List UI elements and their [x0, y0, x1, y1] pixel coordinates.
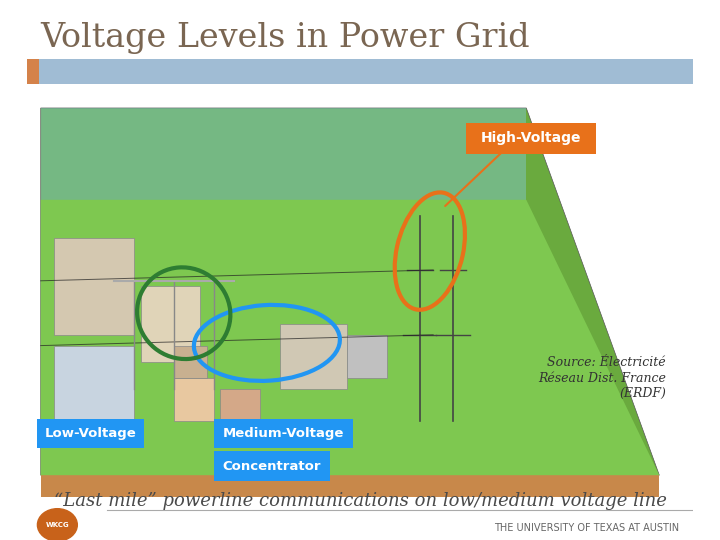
Text: Concentrator: Concentrator: [222, 460, 321, 472]
Text: Source: Électricité
Réseau Dist. France
(ERDF): Source: Électricité Réseau Dist. France …: [538, 356, 666, 400]
Text: THE UNIVERSITY OF TEXAS AT AUSTIN: THE UNIVERSITY OF TEXAS AT AUSTIN: [494, 523, 679, 533]
Polygon shape: [41, 108, 660, 475]
FancyBboxPatch shape: [214, 451, 330, 481]
FancyBboxPatch shape: [467, 123, 596, 154]
FancyBboxPatch shape: [140, 286, 200, 362]
Text: High-Voltage: High-Voltage: [481, 131, 582, 145]
Text: “Last mile” powerline communications on low/medium voltage line: “Last mile” powerline communications on …: [53, 492, 667, 510]
Text: WKCG: WKCG: [45, 522, 69, 528]
FancyBboxPatch shape: [27, 59, 40, 84]
FancyBboxPatch shape: [220, 389, 260, 432]
Polygon shape: [41, 108, 526, 200]
Polygon shape: [41, 200, 660, 475]
FancyBboxPatch shape: [40, 59, 693, 84]
FancyBboxPatch shape: [280, 324, 347, 389]
Text: Low-Voltage: Low-Voltage: [45, 427, 137, 440]
Polygon shape: [41, 475, 660, 497]
FancyBboxPatch shape: [174, 378, 214, 421]
FancyBboxPatch shape: [37, 419, 144, 448]
FancyBboxPatch shape: [347, 335, 387, 378]
FancyBboxPatch shape: [214, 419, 354, 448]
Circle shape: [37, 509, 77, 540]
FancyBboxPatch shape: [174, 346, 207, 378]
FancyBboxPatch shape: [54, 346, 134, 421]
FancyBboxPatch shape: [54, 238, 134, 335]
Text: Voltage Levels in Power Grid: Voltage Levels in Power Grid: [41, 22, 531, 54]
Text: Medium-Voltage: Medium-Voltage: [222, 427, 344, 440]
